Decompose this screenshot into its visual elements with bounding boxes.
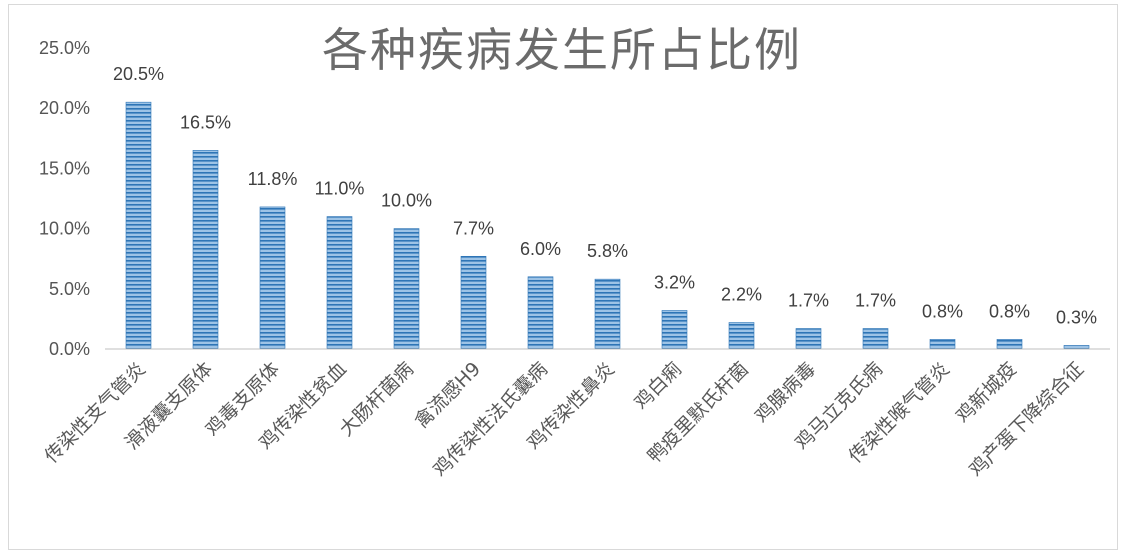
- bar: [795, 328, 822, 350]
- data-label: 1.7%: [788, 291, 829, 311]
- category-label: 鸡白痢: [630, 358, 686, 414]
- y-axis: 0.0% 5.0% 10.0% 15.0% 20.0% 25.0%: [39, 38, 90, 359]
- data-label: 0.3%: [1056, 307, 1097, 327]
- bar-series: [125, 101, 1090, 350]
- data-label: 6.0%: [520, 239, 561, 259]
- bar: [661, 310, 688, 350]
- data-label: 16.5%: [180, 112, 231, 132]
- data-label: 7.7%: [453, 218, 494, 238]
- bar: [728, 322, 755, 350]
- data-label: 11.0%: [315, 179, 365, 199]
- data-label: 0.8%: [922, 301, 963, 321]
- data-label: 1.7%: [855, 291, 896, 311]
- y-tick-label: 10.0%: [39, 219, 90, 239]
- bar: [929, 339, 956, 350]
- bar: [460, 255, 487, 350]
- bar: [862, 328, 889, 350]
- y-tick-label: 25.0%: [39, 38, 90, 58]
- category-label: 鸡产蛋下降综合征: [965, 358, 1088, 481]
- y-tick-label: 5.0%: [49, 279, 90, 299]
- data-labels: 20.5% 16.5% 11.8% 11.0% 10.0% 7.7% 6.0% 5.8% 3.2…: [113, 64, 1097, 327]
- data-label: 2.2%: [721, 285, 762, 305]
- bar: [393, 228, 420, 350]
- data-label: 10.0%: [381, 191, 432, 211]
- y-tick-label: 0.0%: [49, 339, 90, 359]
- bar: [996, 339, 1023, 350]
- data-label: 11.8%: [248, 169, 298, 189]
- bar: [259, 206, 286, 350]
- category-label: 鸡腺病毒: [751, 358, 820, 427]
- chart-title: 各种疾病发生所占比例: [322, 23, 802, 77]
- bar: [326, 216, 353, 350]
- bar: [1063, 345, 1090, 350]
- data-label: 3.2%: [654, 272, 695, 292]
- x-axis: 传染性支气管炎滑液囊支原体鸡毒支原体鸡传染性贫血大肠杆菌病禽流感H9鸡传染性法氏…: [40, 348, 1110, 481]
- bar: [527, 276, 554, 350]
- category-label: 鸡新城疫: [952, 358, 1021, 427]
- data-label: 0.8%: [989, 301, 1030, 321]
- y-tick-label: 15.0%: [39, 158, 90, 178]
- y-tick-label: 20.0%: [39, 98, 90, 118]
- data-label: 5.8%: [587, 241, 628, 261]
- data-label: 20.5%: [113, 64, 164, 84]
- bar: [192, 150, 219, 350]
- bar: [594, 278, 621, 350]
- category-label: 鸡传染性法氏囊病: [429, 358, 552, 481]
- bar: [125, 101, 152, 350]
